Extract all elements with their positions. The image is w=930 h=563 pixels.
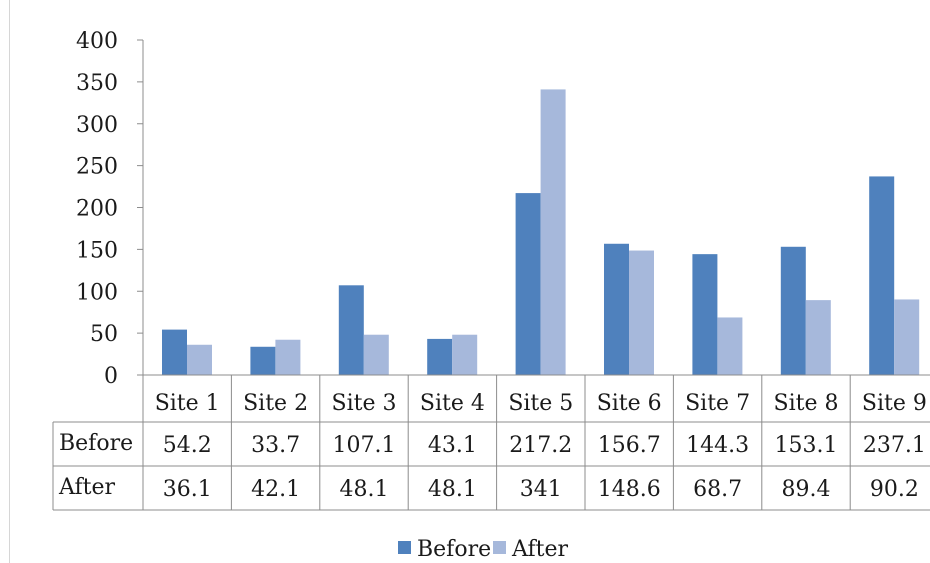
table-row-label: After (58, 475, 116, 500)
x-category-label: Site 9 (862, 391, 927, 416)
y-tick-label: 50 (90, 322, 118, 347)
y-tick-label: 250 (76, 155, 118, 180)
bar-after (805, 300, 831, 375)
bar-after (629, 250, 654, 375)
data-table-cell: 144.3 (686, 433, 749, 458)
y-tick-label: 300 (76, 113, 118, 138)
x-category-label: Site 5 (508, 391, 573, 416)
data-table-cell: 341 (520, 477, 562, 502)
bar-before (515, 193, 541, 375)
bar-after (275, 339, 301, 375)
y-tick-label: 100 (76, 280, 118, 305)
bar-before (427, 338, 453, 375)
data-table-cell: 43.1 (428, 433, 477, 458)
bar-before (692, 254, 718, 375)
data-table-cell: 107.1 (333, 433, 396, 458)
bar-after (452, 334, 478, 375)
data-table-cell: 68.7 (693, 477, 742, 502)
x-category-label: Site 8 (774, 391, 839, 416)
x-category-label: Site 1 (155, 391, 220, 416)
legend-swatch-after (493, 541, 506, 554)
data-table-cell: 90.2 (870, 477, 919, 502)
data-table-cell: 48.1 (428, 477, 477, 502)
x-category-label: Site 7 (685, 391, 750, 416)
y-tick-label: 400 (76, 29, 118, 54)
y-tick-label: 0 (104, 364, 118, 389)
y-tick-label: 150 (76, 238, 118, 263)
table-row-label: Before (59, 431, 133, 456)
bar-before (869, 176, 895, 375)
data-table-cell: 148.6 (598, 477, 661, 502)
bar-after (363, 334, 389, 375)
data-table-cell: 237.1 (863, 433, 926, 458)
bar-before (162, 329, 187, 375)
bar-after (540, 89, 566, 375)
bar-after (894, 299, 920, 375)
bar-after (717, 317, 743, 375)
x-category-label: Site 4 (420, 391, 485, 416)
left-border-line (9, 0, 10, 563)
data-table-cell: 36.1 (163, 477, 212, 502)
x-category-label: Site 2 (243, 391, 308, 416)
x-category-label: Site 6 (597, 391, 662, 416)
legend-label: After (511, 537, 569, 562)
bar-after (187, 344, 212, 375)
y-tick-label: 350 (76, 71, 118, 96)
legend-label: Before (417, 537, 491, 562)
bar-before (250, 346, 276, 375)
data-table-cell: 48.1 (340, 477, 389, 502)
bar-before (604, 243, 629, 375)
legend-swatch-before (398, 541, 411, 554)
data-table-cell: 33.7 (251, 433, 300, 458)
bar-before (338, 285, 364, 375)
bar-before (780, 246, 806, 375)
data-table-cell: 156.7 (598, 433, 661, 458)
data-table-cell: 54.2 (163, 433, 212, 458)
data-table-cell: 89.4 (782, 477, 831, 502)
y-tick-label: 200 (76, 197, 118, 222)
data-table-cell: 217.2 (509, 433, 572, 458)
data-table-cell: 153.1 (775, 433, 838, 458)
data-table-cell: 42.1 (251, 477, 300, 502)
x-category-label: Site 3 (332, 391, 397, 416)
